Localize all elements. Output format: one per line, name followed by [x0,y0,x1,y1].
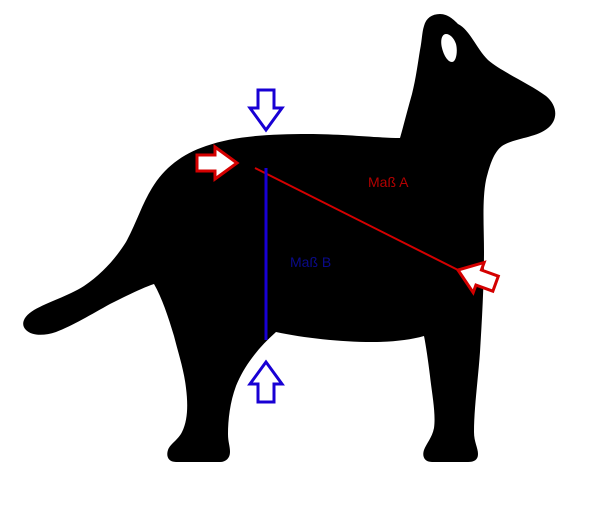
arrow-b-bottom [250,362,282,402]
measurement-a-label: Maß A [368,174,408,190]
arrow-b-top [250,90,282,130]
measurement-b-label: Maß B [290,254,331,270]
dog-silhouette [23,14,555,462]
